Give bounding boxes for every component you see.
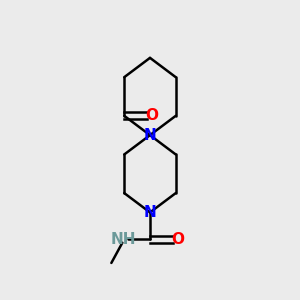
Text: O: O bbox=[146, 108, 158, 123]
Text: N: N bbox=[144, 128, 156, 142]
Text: O: O bbox=[171, 232, 184, 247]
Text: NH: NH bbox=[110, 232, 136, 247]
Text: N: N bbox=[144, 205, 156, 220]
